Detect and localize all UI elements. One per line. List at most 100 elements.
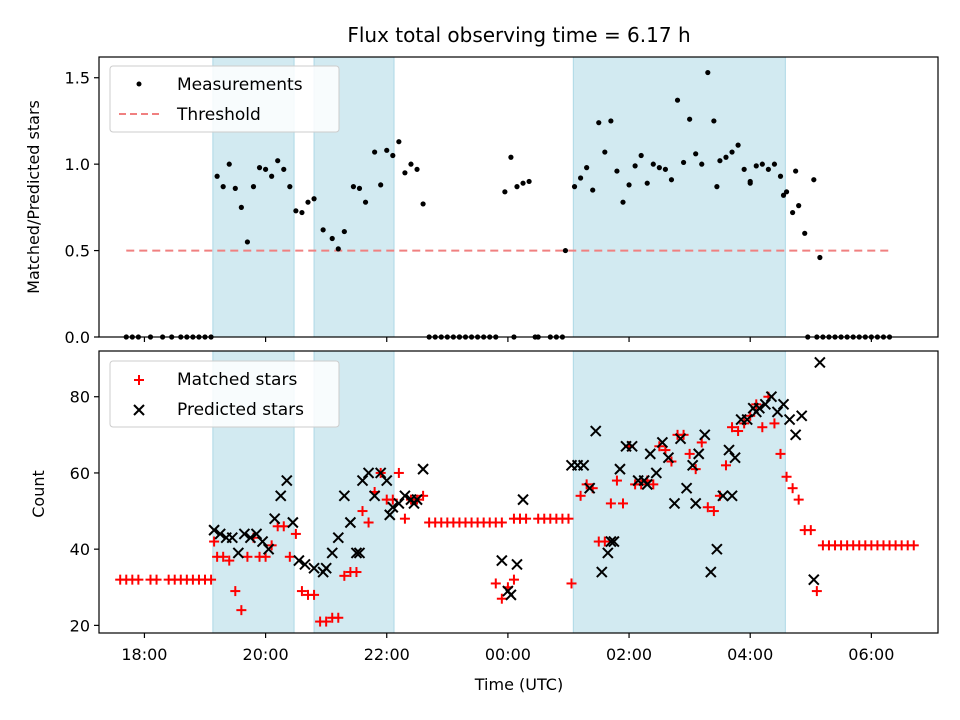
predicted-point-b (214, 528, 226, 540)
matched-point (351, 567, 362, 578)
matched-point (811, 586, 822, 597)
measurement-point (638, 152, 644, 159)
matched-point (617, 498, 628, 509)
predicted-point (765, 391, 778, 403)
predicted-point (602, 547, 614, 559)
measurement-point (656, 165, 662, 171)
predicted-point (605, 535, 617, 548)
matched-point (781, 471, 792, 482)
measurement-point (362, 199, 369, 205)
predicted-point-b (244, 532, 257, 544)
predicted-point (268, 512, 281, 525)
predicted-point-b (602, 547, 614, 559)
matched-point (563, 513, 574, 524)
legend-predicted-cross (133, 404, 145, 416)
predicted-point (299, 558, 311, 571)
predicted-point (511, 558, 523, 571)
predicted-point (344, 516, 357, 529)
measurement-point (262, 166, 269, 172)
legend-predicted-marker (133, 404, 145, 416)
predicted-point-b (399, 490, 411, 502)
measurement-point (674, 97, 681, 103)
legend-measurements-marker (136, 81, 142, 87)
measurement-point (790, 209, 796, 216)
predicted-point-b (723, 444, 735, 456)
measurement-point (780, 192, 787, 198)
predicted-point (650, 467, 663, 479)
predicted-point-b (353, 547, 366, 559)
predicted-point-b (496, 554, 508, 567)
predicted-point-b (326, 547, 338, 559)
predicted-point-b (680, 482, 693, 494)
measurement-point (329, 235, 335, 242)
measurement-point (402, 170, 408, 176)
legend-threshold-label: Threshold (176, 105, 261, 125)
measurement-point (817, 254, 823, 261)
shaded-interval (572, 350, 786, 634)
predicted-point-b (505, 589, 517, 601)
predicted-point-b (686, 459, 699, 472)
matched-point (769, 418, 780, 429)
matched-point (757, 422, 768, 433)
matched-point (908, 540, 919, 551)
measurement-point (562, 247, 569, 254)
predicted-point-b (795, 410, 808, 422)
measurement-point (305, 199, 311, 205)
measurement-point (596, 120, 602, 126)
matched-point (224, 555, 235, 566)
matched-point (278, 521, 289, 532)
predicted-point (387, 501, 399, 513)
matched-point (496, 593, 507, 604)
matched-point (393, 467, 404, 478)
y-tick-label: 40 (70, 540, 90, 559)
predicted-point (789, 429, 802, 441)
predicted-point (590, 425, 602, 437)
measurement-point (356, 185, 363, 191)
predicted-point-b (511, 558, 523, 571)
matched-point (151, 574, 162, 585)
y-tick-label: 1.0 (65, 155, 90, 174)
predicted-point-b (356, 474, 369, 487)
predicted-point (717, 490, 729, 502)
measurement-point (293, 208, 299, 214)
predicted-point-b (256, 535, 269, 548)
predicted-point (320, 562, 332, 574)
predicted-point (750, 406, 762, 418)
predicted-point-b (308, 562, 320, 574)
predicted-point (680, 482, 693, 494)
measurement-point (508, 154, 514, 160)
predicted-point (614, 463, 626, 475)
predicted-point (262, 543, 275, 555)
matched-point (290, 528, 301, 539)
predicted-point-b (332, 532, 344, 544)
predicted-point-b (789, 429, 802, 441)
predicted-point-b (408, 497, 420, 510)
matched-point (321, 616, 332, 627)
x-tick-label: 04:00 (727, 645, 773, 664)
y-tick-label: 0.0 (65, 328, 90, 347)
matched-point (611, 475, 622, 486)
predicted-point (626, 440, 638, 452)
matched-point (296, 586, 307, 597)
measurement-point (571, 184, 578, 190)
bottom-x-ticks: 18:00 20:00 22:00 00:00 02:00 04:00 06:00 (121, 633, 894, 664)
predicted-point-b (605, 535, 617, 548)
x-tick-label: 06:00 (848, 645, 894, 664)
measurement-point (281, 166, 287, 172)
measurement-point (287, 184, 293, 190)
bottom-axes-frame (98, 350, 939, 634)
predicted-point-b (711, 543, 723, 555)
predicted-point (356, 474, 369, 487)
predicted-point (795, 410, 808, 422)
matched-point (508, 574, 519, 585)
predicted-point (726, 490, 738, 502)
measurement-point (244, 239, 251, 245)
matched-point (775, 448, 786, 459)
matched-point (805, 525, 816, 536)
measurement-point (771, 161, 778, 167)
matched-point (648, 479, 659, 490)
matched-point (133, 574, 144, 585)
predicted-point-b (777, 398, 790, 411)
predicted-point-b (387, 501, 399, 513)
predicted-point-b (596, 566, 608, 578)
